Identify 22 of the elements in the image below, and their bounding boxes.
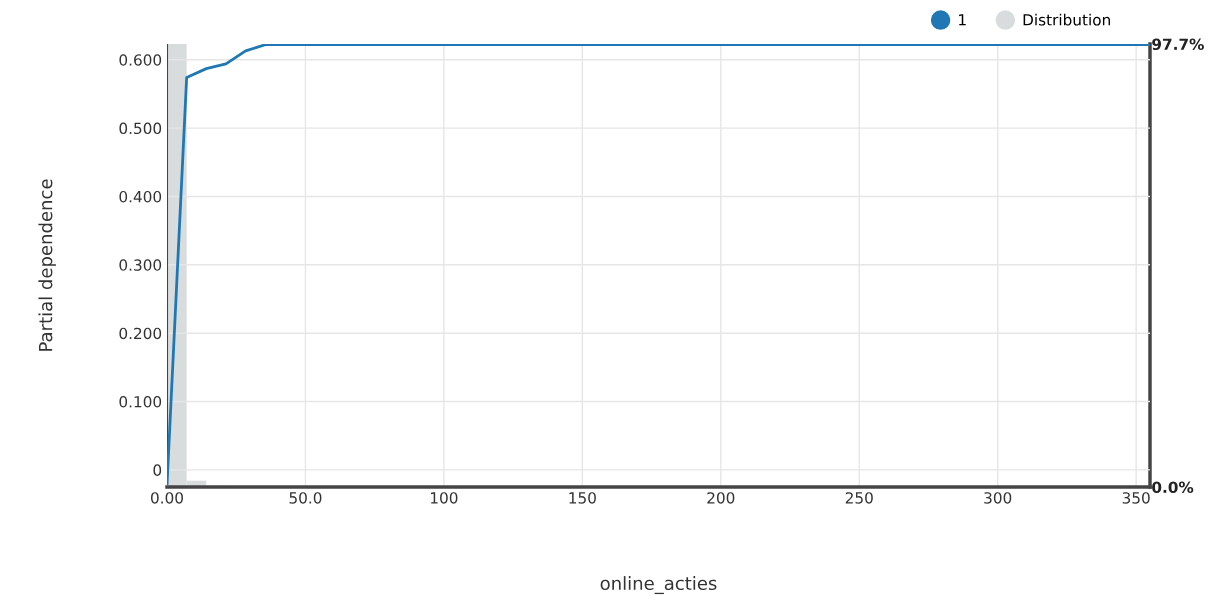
y-tick-label: 0.300: [119, 259, 162, 271]
x-tick-label: 350: [1122, 492, 1150, 504]
y2-tick-label: 0.0%: [1152, 481, 1194, 494]
y-tick-label: 0.600: [119, 54, 162, 66]
y-tick-label: 0.100: [119, 396, 162, 408]
x-tick-label: 300: [984, 492, 1012, 504]
y-tick-label: 0.500: [119, 122, 162, 135]
y-tick-label: 0: [153, 464, 162, 476]
x-tick-label: 150: [569, 492, 596, 504]
legend-label: Distribution: [1023, 13, 1110, 26]
legend-label: 1: [959, 14, 966, 26]
x-tick-label: 50.0: [289, 492, 322, 504]
line-series: [167, 44, 1150, 487]
y-axis-title: Partial dependence: [38, 179, 56, 351]
x-tick-label: 250: [845, 492, 873, 504]
x-tick-label: 100: [431, 492, 458, 504]
y-tick-label: 0.400: [119, 190, 162, 203]
x-tick-label: 0.00: [151, 492, 183, 504]
x-tick-label: 200: [707, 492, 735, 504]
x-axis-title: online_acties: [600, 576, 717, 595]
y2-tick-label: 97.7%: [1152, 38, 1204, 51]
y-tick-label: 0.200: [119, 327, 162, 340]
